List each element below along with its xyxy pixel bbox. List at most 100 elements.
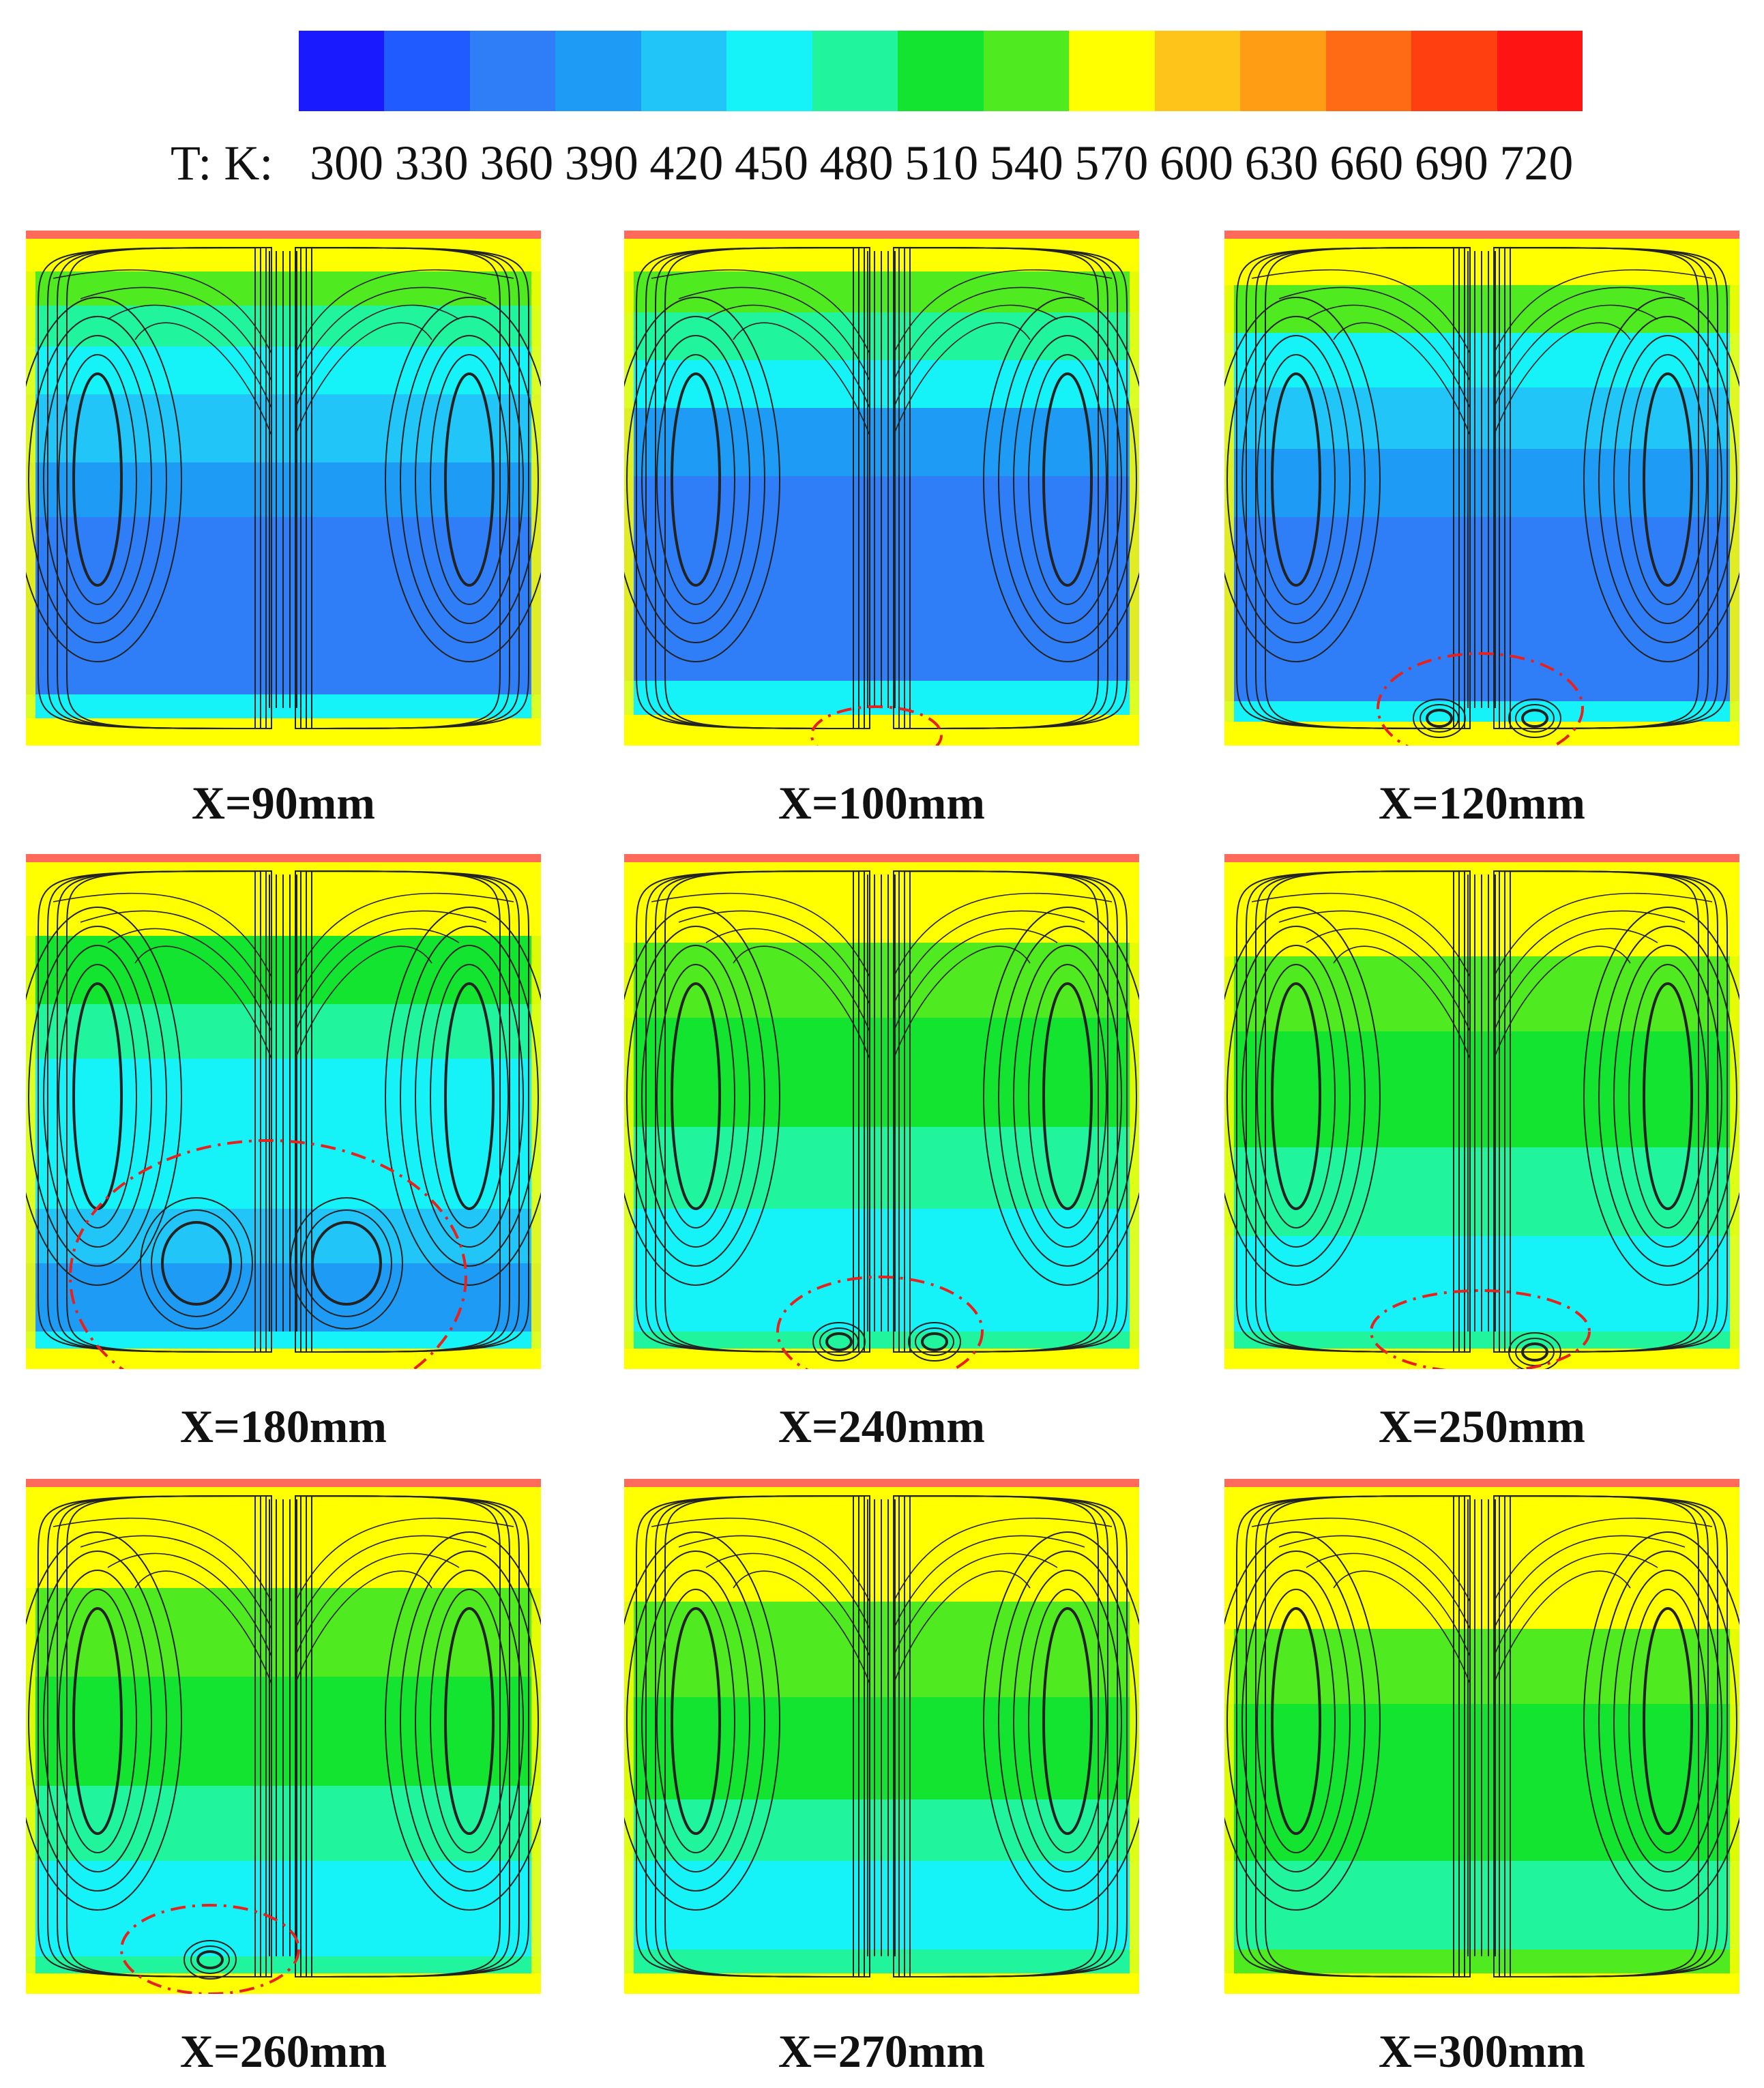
secondary-vortex bbox=[825, 1332, 853, 1351]
vortex-streamline bbox=[626, 316, 765, 643]
vortex-streamline bbox=[72, 1607, 123, 1835]
streamline bbox=[893, 322, 1031, 436]
highlight-ellipse bbox=[69, 1139, 467, 1369]
vortex-streamline bbox=[641, 945, 750, 1248]
streamline bbox=[1251, 1517, 1471, 1602]
temperature-contour-panel bbox=[26, 231, 541, 746]
vortex-streamline bbox=[656, 354, 735, 605]
streamline bbox=[295, 286, 487, 381]
temperature-band bbox=[1224, 231, 1739, 239]
colorbar-tick-label: 330 bbox=[394, 136, 469, 190]
vortex-streamline bbox=[444, 1607, 495, 1835]
temperature-contour-panel bbox=[1224, 854, 1739, 1369]
wall-boundary-layer bbox=[1730, 1493, 1739, 1980]
streamline bbox=[66, 870, 256, 1353]
contour-plot bbox=[1224, 854, 1739, 1369]
streamline bbox=[295, 1553, 460, 1657]
streamline bbox=[893, 1553, 1058, 1657]
temperature-band bbox=[624, 1479, 1139, 1487]
contour-plot bbox=[26, 854, 541, 1369]
contour-plot bbox=[1224, 231, 1739, 746]
contour-plot bbox=[624, 231, 1139, 746]
temperature-band bbox=[1224, 854, 1739, 862]
streamline bbox=[909, 870, 1099, 1353]
streamline bbox=[1251, 269, 1471, 354]
temperature-band bbox=[624, 1332, 1139, 1349]
streamline bbox=[53, 269, 272, 354]
vortex-streamline bbox=[415, 335, 524, 624]
vortex-streamline bbox=[430, 354, 509, 605]
wall-boundary-layer bbox=[1730, 868, 1739, 1355]
wall-boundary-layer bbox=[26, 244, 35, 732]
colorbar-segment bbox=[1411, 31, 1497, 111]
streamline bbox=[1493, 1535, 1686, 1630]
vortex-streamline bbox=[1042, 372, 1093, 587]
panel-label: X=260mm bbox=[179, 2025, 387, 2077]
streamline bbox=[1493, 304, 1658, 409]
secondary-vortex bbox=[1521, 709, 1548, 728]
vortex-streamline bbox=[444, 982, 495, 1210]
temperature-contour-panel bbox=[624, 1479, 1139, 1994]
vortex-streamline bbox=[1256, 354, 1336, 605]
streamline bbox=[66, 246, 256, 730]
vortex-streamline bbox=[1224, 907, 1381, 1286]
vortex-streamline bbox=[656, 964, 735, 1229]
vortex-streamline bbox=[1613, 335, 1722, 624]
contour-plot bbox=[26, 1479, 541, 1994]
colorbar-segment bbox=[726, 31, 812, 111]
streamline bbox=[295, 928, 460, 1032]
vortex-streamline bbox=[983, 907, 1139, 1286]
streamline bbox=[295, 322, 432, 436]
vortex-streamline bbox=[1042, 1607, 1093, 1835]
colorbar-tick-label: 570 bbox=[1074, 136, 1149, 190]
panel-label: X=300mm bbox=[1378, 2025, 1586, 2077]
streamline bbox=[1333, 1570, 1471, 1684]
streamline bbox=[80, 286, 272, 381]
streamline bbox=[134, 1570, 272, 1684]
vortex-streamline bbox=[656, 1589, 735, 1853]
vortex-streamline bbox=[415, 945, 524, 1248]
panel-label: X=240mm bbox=[778, 1400, 986, 1452]
streamline bbox=[107, 928, 272, 1032]
vortex-streamline bbox=[26, 297, 182, 662]
panel-label: X=250mm bbox=[1378, 1400, 1586, 1452]
secondary-vortex bbox=[819, 1327, 859, 1356]
temperature-band bbox=[26, 1479, 541, 1487]
vortex-streamline bbox=[624, 907, 780, 1286]
secondary-vortex bbox=[1515, 704, 1555, 733]
vortex-streamline bbox=[26, 907, 182, 1286]
wall-boundary-layer bbox=[624, 244, 634, 732]
vortex-streamline bbox=[1241, 1570, 1351, 1872]
vortex-streamline bbox=[1598, 316, 1737, 643]
vortex-streamline bbox=[624, 297, 780, 662]
vortex-streamline bbox=[1643, 1607, 1693, 1835]
streamline bbox=[1510, 870, 1699, 1353]
vortex-streamline bbox=[1643, 372, 1693, 587]
secondary-vortex bbox=[1413, 699, 1466, 738]
temperature-band bbox=[624, 715, 1139, 746]
panel-label: X=270mm bbox=[778, 2025, 986, 2077]
streamline bbox=[893, 945, 1031, 1059]
contour-plot bbox=[26, 231, 541, 746]
temperature-band bbox=[624, 1973, 1139, 1994]
vortex-streamline bbox=[1271, 982, 1321, 1210]
vortex-streamline bbox=[385, 297, 541, 662]
streamline bbox=[733, 945, 870, 1059]
streamline bbox=[1493, 1553, 1658, 1657]
streamline bbox=[1493, 1517, 1713, 1602]
vortex-streamline bbox=[400, 316, 539, 643]
vortex-streamline bbox=[430, 1589, 509, 1853]
colorbar-tick-label: 450 bbox=[735, 136, 808, 190]
wall-boundary-layer bbox=[1224, 1493, 1234, 1980]
vortex-streamline bbox=[998, 1550, 1137, 1892]
vortex-streamline bbox=[1628, 964, 1707, 1229]
colorbar-tick-label: 510 bbox=[905, 136, 979, 190]
wall-boundary-layer bbox=[1224, 244, 1234, 732]
streamline bbox=[80, 910, 272, 1005]
vortex-streamline bbox=[1028, 1589, 1107, 1853]
streamline bbox=[1493, 945, 1631, 1059]
secondary-vortex bbox=[1508, 1332, 1561, 1369]
vortex-streamline bbox=[1598, 926, 1737, 1267]
secondary-vortex bbox=[290, 1197, 403, 1329]
vortex-streamline bbox=[1013, 1570, 1122, 1872]
